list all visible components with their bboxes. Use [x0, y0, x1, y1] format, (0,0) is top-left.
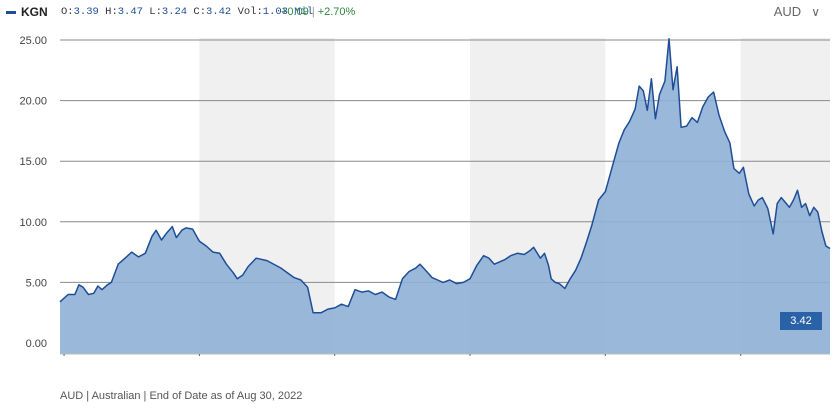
- footer-note: AUD | Australian | End of Date as of Aug…: [60, 390, 303, 402]
- y-tick-label: 5.00: [26, 277, 47, 289]
- y-tick-label: 25.00: [19, 35, 47, 47]
- y-tick-label: 10.00: [19, 217, 47, 229]
- ticker-symbol: KGN: [21, 5, 48, 19]
- change-percent: +2.70%: [317, 6, 356, 18]
- change-separator: |: [311, 6, 315, 18]
- series-area: [60, 38, 830, 355]
- price-chart: 0.005.0010.0015.0020.0025.00201720182019…: [19, 35, 831, 356]
- series-swatch: [6, 11, 16, 14]
- y-tick-label: 0.00: [26, 338, 47, 350]
- open-value: 3.39: [73, 6, 99, 18]
- price-change: +0.09 | +2.70%: [281, 0, 355, 24]
- high-value: 3.47: [117, 6, 143, 18]
- low-value: 3.24: [161, 6, 188, 18]
- y-tick-label: 15.00: [19, 156, 47, 168]
- high-label: H:: [105, 6, 118, 18]
- low-label: L:: [149, 6, 162, 18]
- quote-header: KGN O:3.39 H:3.47 L:3.24 C:3.42 Vol:1.03…: [0, 0, 834, 26]
- volume-value: 1.03 Mil: [262, 6, 314, 18]
- close-value: 3.42: [206, 6, 232, 18]
- change-value: +0.09: [281, 6, 309, 18]
- chevron-down-icon: ∨: [811, 5, 820, 19]
- currency-label: AUD: [773, 4, 802, 19]
- y-tick-label: 20.00: [19, 96, 47, 108]
- open-label: O:: [61, 6, 74, 18]
- currency-selector[interactable]: AUD ∨: [774, 0, 820, 24]
- last-price-tag: 3.42: [780, 312, 822, 330]
- close-label: C:: [193, 6, 207, 18]
- volume-label: Vol:: [237, 6, 263, 18]
- series-line: [59, 38, 831, 314]
- ohlc-readout: O:3.39 H:3.47 L:3.24 C:3.42 Vol:1.03 Mil: [61, 0, 313, 24]
